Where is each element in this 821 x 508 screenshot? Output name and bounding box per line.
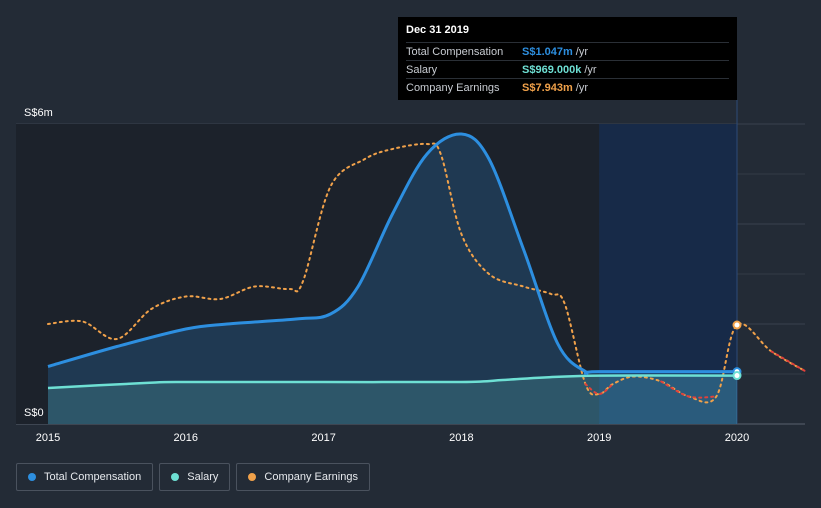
x-tick-label: 2018 bbox=[449, 432, 473, 444]
tooltip-value: S$1.047m bbox=[522, 45, 573, 58]
tooltip-date: Dec 31 2019 bbox=[406, 24, 469, 36]
legend-item-company-earnings[interactable]: Company Earnings bbox=[236, 463, 370, 491]
legend-item-total-compensation[interactable]: Total Compensation bbox=[16, 463, 154, 491]
legend-label: Company Earnings bbox=[264, 471, 358, 483]
tooltip-value: S$7.943m bbox=[522, 81, 573, 94]
area-total-compensation bbox=[48, 133, 737, 424]
line-total-compensation bbox=[47, 132, 738, 376]
past-period-shade bbox=[16, 124, 600, 424]
x-tick-label: 2017 bbox=[311, 432, 335, 444]
legend-dot-icon bbox=[248, 473, 257, 481]
x-tick-label: 2020 bbox=[725, 432, 749, 444]
tooltip-unit: /yr bbox=[575, 45, 588, 58]
marker-salary bbox=[732, 371, 742, 381]
legend-label: Salary bbox=[187, 471, 219, 483]
line-company-earnings-tail bbox=[770, 350, 807, 373]
chart-legend: Total Compensation Salary Company Earnin… bbox=[16, 463, 370, 491]
area-salary bbox=[48, 375, 737, 424]
line-salary bbox=[47, 374, 738, 390]
tooltip-unit: /yr bbox=[584, 63, 597, 76]
x-tick-label: 2019 bbox=[587, 432, 611, 444]
x-tick-label: 2015 bbox=[36, 432, 60, 444]
legend-dot-icon bbox=[171, 473, 180, 481]
legend-item-salary[interactable]: Salary bbox=[159, 463, 231, 491]
tooltip-row-total-compensation: Total Compensation S$1.047m /yr bbox=[406, 42, 729, 60]
line-company-earnings-dip bbox=[660, 380, 718, 399]
y-tick-label: S$6m bbox=[24, 107, 53, 119]
tooltip-label: Salary bbox=[406, 63, 438, 76]
y-tick-label: S$0 bbox=[24, 407, 44, 419]
line-company-earnings-dip bbox=[584, 383, 614, 396]
legend-dot-icon bbox=[28, 473, 36, 481]
chart-tooltip: Dec 31 2019 Total Compensation S$1.047m … bbox=[398, 17, 737, 100]
tooltip-row-salary: Salary S$969.000k /yr bbox=[406, 60, 729, 78]
tooltip-row-company-earnings: Company Earnings S$7.943m /yr bbox=[406, 78, 729, 96]
marker-company-earnings bbox=[732, 320, 742, 330]
x-tick-label: 2016 bbox=[174, 432, 198, 444]
tooltip-unit: /yr bbox=[575, 81, 588, 94]
hover-period-highlight bbox=[599, 124, 737, 424]
tooltip-label: Total Compensation bbox=[406, 45, 504, 58]
legend-label: Total Compensation bbox=[44, 471, 142, 483]
tooltip-label: Company Earnings bbox=[406, 81, 500, 94]
tooltip-value: S$969.000k bbox=[522, 63, 582, 76]
